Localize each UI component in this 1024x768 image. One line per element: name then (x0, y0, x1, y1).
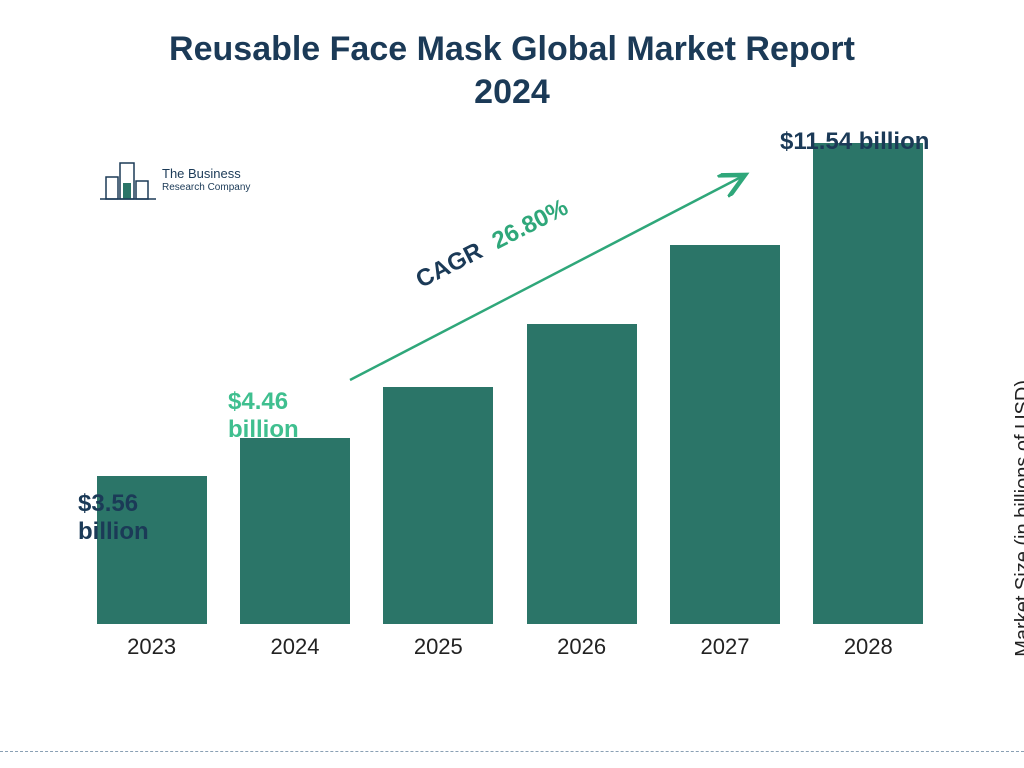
bar-x-label: 2023 (127, 634, 176, 660)
bar-group: 2026 (522, 324, 642, 660)
bar (527, 324, 637, 624)
bar (383, 387, 493, 625)
bar-x-label: 2024 (271, 634, 320, 660)
bar-x-label: 2027 (700, 634, 749, 660)
bar-group: 2025 (378, 387, 498, 661)
bar-group: 2024 (235, 438, 355, 660)
bar-group: 2027 (665, 245, 785, 660)
bar (670, 245, 780, 624)
title-line2: 2024 (474, 73, 550, 111)
bar-x-label: 2025 (414, 634, 463, 660)
bar-x-label: 2028 (844, 634, 893, 660)
value-label-2024: $4.46 billion (228, 388, 299, 443)
chart-title: Reusable Face Mask Global Market Report … (0, 28, 1024, 113)
value-label-2028: $11.54 billion (780, 128, 929, 156)
bottom-divider (0, 751, 1024, 752)
title-line1: Reusable Face Mask Global Market Report (169, 30, 855, 68)
bar (240, 438, 350, 624)
bar (813, 143, 923, 624)
bar-x-label: 2026 (557, 634, 606, 660)
bar-group: 2028 (808, 143, 928, 660)
value-label-2023: $3.56 billion (78, 490, 149, 545)
y-axis-label: Market Size (in billions of USD) (1012, 380, 1024, 657)
